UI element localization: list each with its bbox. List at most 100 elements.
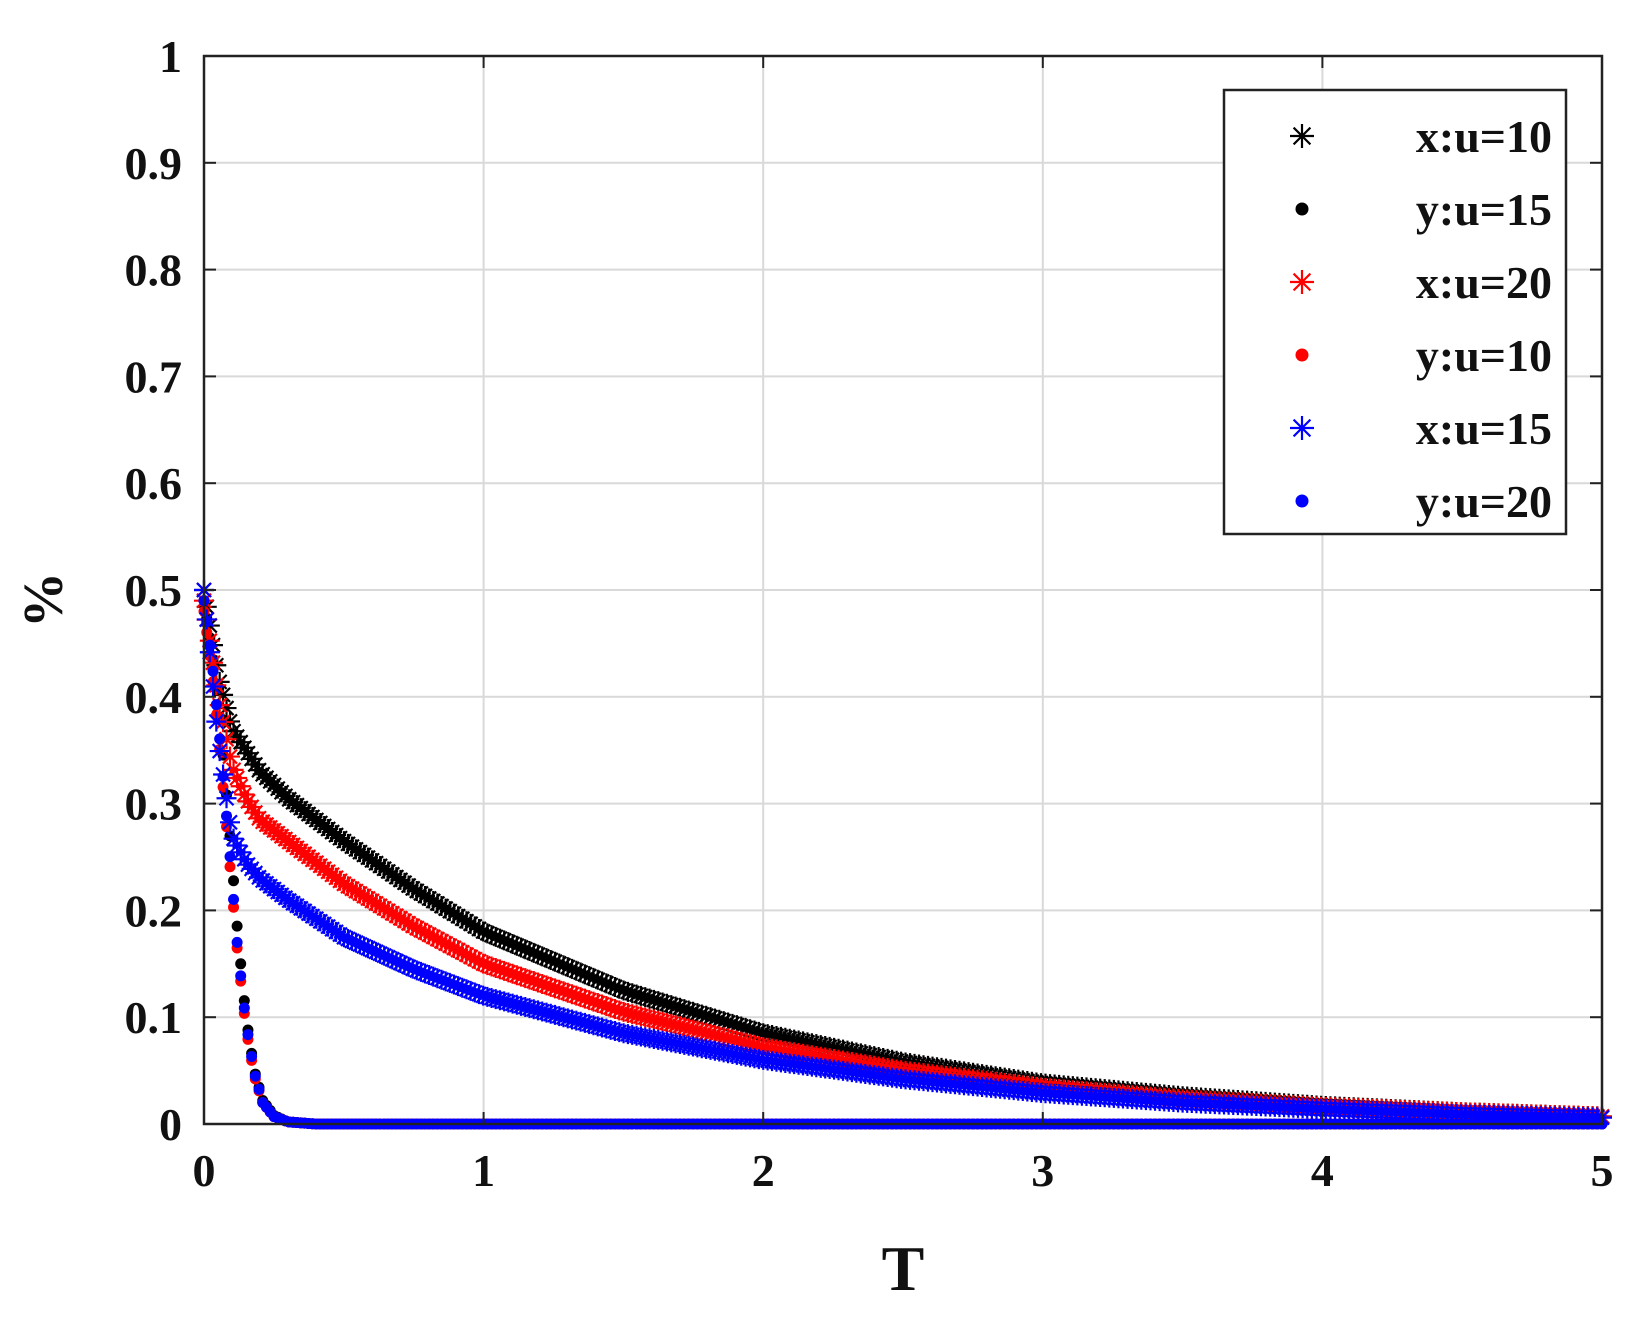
- data-point: [740, 1019, 761, 1040]
- data-point: [230, 776, 251, 797]
- data-point: [722, 1029, 743, 1050]
- data-point: [443, 974, 464, 995]
- data-point: [527, 972, 548, 993]
- data-point: [227, 726, 248, 747]
- data-point: [485, 926, 506, 947]
- legend-box: [1222, 88, 1568, 536]
- y-axis-label: %: [13, 572, 75, 628]
- data-point: [502, 963, 523, 984]
- data-point: [665, 1015, 686, 1036]
- data-point: [570, 987, 591, 1008]
- data-point: [506, 935, 527, 956]
- data-point: [419, 888, 440, 909]
- data-point: [549, 979, 570, 1000]
- data-point: [477, 923, 498, 944]
- data-point: [600, 975, 621, 996]
- data-point: [549, 953, 570, 974]
- data-point: [460, 946, 481, 967]
- data-point: [410, 961, 431, 982]
- data-point: [217, 770, 229, 782]
- data-point: [523, 971, 544, 992]
- data-point: [477, 986, 498, 1007]
- data-point: [223, 759, 244, 780]
- legend: x:u=10 y:u=15 x:u=20 y:u=10 x:u=15 y:u=20: [1222, 88, 1568, 536]
- data-point: [700, 1023, 721, 1044]
- legend-marker: [1295, 202, 1309, 216]
- axis-ticks: 0 1 2 3 4 5 0 0.1 0.2 0.3 0.4 0.5 0.6 0.7 0.8 0.9 1: [125, 31, 1614, 1196]
- data-point: [366, 941, 387, 962]
- data-point: [579, 1014, 600, 1035]
- data-point: [370, 943, 391, 964]
- data-point: [415, 963, 436, 984]
- data-point: [378, 947, 399, 968]
- data-point: [609, 1000, 630, 1021]
- data-point: [245, 754, 266, 775]
- data-point: [596, 996, 617, 1016]
- data-point: [562, 1009, 583, 1030]
- data-point: [382, 949, 403, 970]
- data-point: [600, 997, 621, 1018]
- data-point: [566, 985, 587, 1006]
- data-point: [515, 996, 536, 1017]
- data-point: [604, 998, 625, 1019]
- data-point: [557, 957, 578, 978]
- data-point: [557, 1008, 578, 1029]
- data-point: [477, 955, 498, 976]
- data-point: [227, 768, 248, 789]
- y-tick-label: 0.9: [125, 138, 183, 189]
- data-point: [394, 910, 415, 931]
- data-point: [345, 881, 366, 902]
- data-point: [237, 743, 258, 764]
- data-point: [691, 1021, 712, 1042]
- data-point: [722, 1013, 743, 1034]
- data-point: [213, 684, 234, 705]
- data-point: [656, 993, 677, 1014]
- legend-marker: [1290, 416, 1314, 440]
- data-point: [209, 741, 230, 762]
- data-point: [502, 933, 523, 954]
- data-point: [494, 991, 515, 1012]
- data-point: [230, 732, 251, 753]
- data-point: [630, 985, 651, 1006]
- data-point: [234, 784, 255, 805]
- data-point: [207, 665, 219, 677]
- data-point: [398, 956, 419, 977]
- data-point: [596, 1018, 617, 1039]
- data-point: [204, 639, 216, 651]
- data-point: [570, 1011, 591, 1032]
- data-point: [231, 936, 243, 948]
- y-tick-label: 1: [159, 31, 182, 82]
- x-tick-label: 1: [472, 1145, 495, 1196]
- data-point: [435, 933, 456, 954]
- data-point: [473, 953, 494, 974]
- data-point: [726, 1015, 747, 1036]
- data-point: [687, 1003, 708, 1024]
- data-point: [203, 652, 224, 673]
- data-point: [515, 939, 536, 960]
- data-point: [609, 1022, 630, 1043]
- data-point: [511, 937, 532, 958]
- data-point: [587, 993, 608, 1014]
- data-point: [527, 944, 548, 965]
- data-point: [613, 980, 634, 1001]
- data-point: [390, 908, 411, 929]
- data-point: [230, 842, 251, 863]
- data-point: [402, 958, 423, 979]
- legend-label: y:u=20: [1416, 476, 1552, 527]
- data-point: [519, 998, 540, 1019]
- data-point: [431, 969, 452, 990]
- data-point: [345, 932, 366, 953]
- data-point: [439, 972, 460, 993]
- data-point: [406, 918, 427, 939]
- data-point: [406, 880, 427, 901]
- data-point: [390, 953, 411, 974]
- data-point: [744, 1020, 765, 1041]
- data-point: [562, 958, 583, 979]
- data-point: [241, 796, 262, 817]
- data-point: [604, 976, 625, 997]
- data-point: [489, 959, 510, 980]
- data-point: [731, 1031, 752, 1052]
- data-point: [691, 1004, 712, 1025]
- data-point: [709, 1026, 730, 1047]
- data-point: [386, 951, 407, 972]
